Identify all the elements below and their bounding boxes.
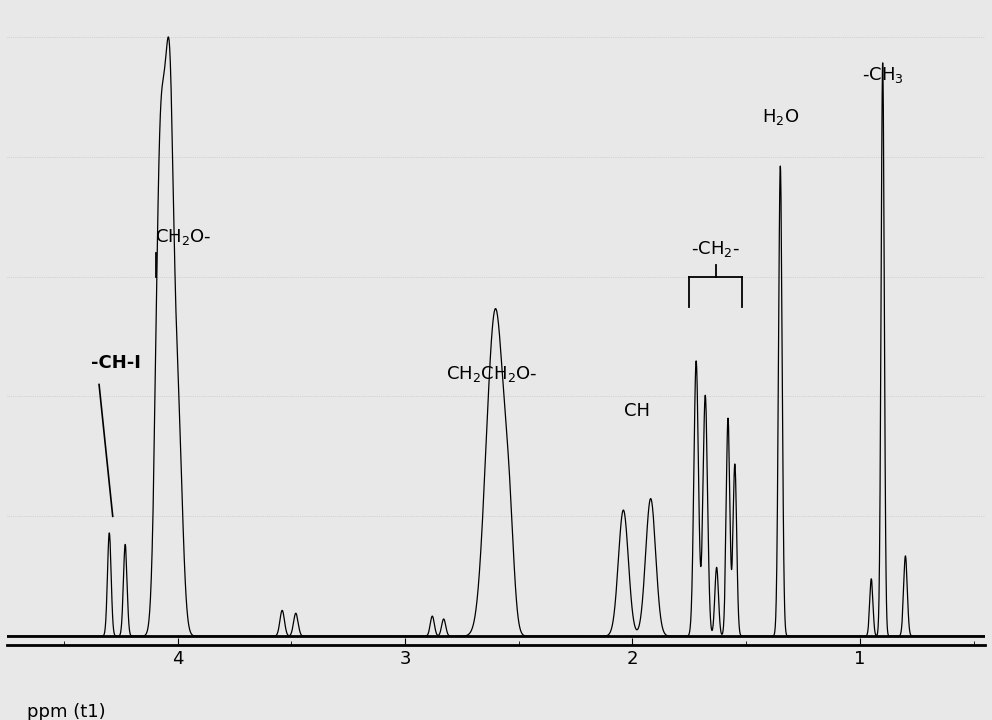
Text: CH$_2$O-: CH$_2$O- <box>155 227 211 247</box>
Text: ppm (t1): ppm (t1) <box>27 703 105 720</box>
Text: CH$_2$CH$_2$O-: CH$_2$CH$_2$O- <box>445 364 537 384</box>
Text: -CH$_3$: -CH$_3$ <box>862 65 904 85</box>
Text: CH: CH <box>624 402 650 420</box>
Text: -CH-I: -CH-I <box>91 354 141 372</box>
Text: H$_2$O: H$_2$O <box>762 107 799 127</box>
Text: -CH$_2$-: -CH$_2$- <box>691 238 740 258</box>
